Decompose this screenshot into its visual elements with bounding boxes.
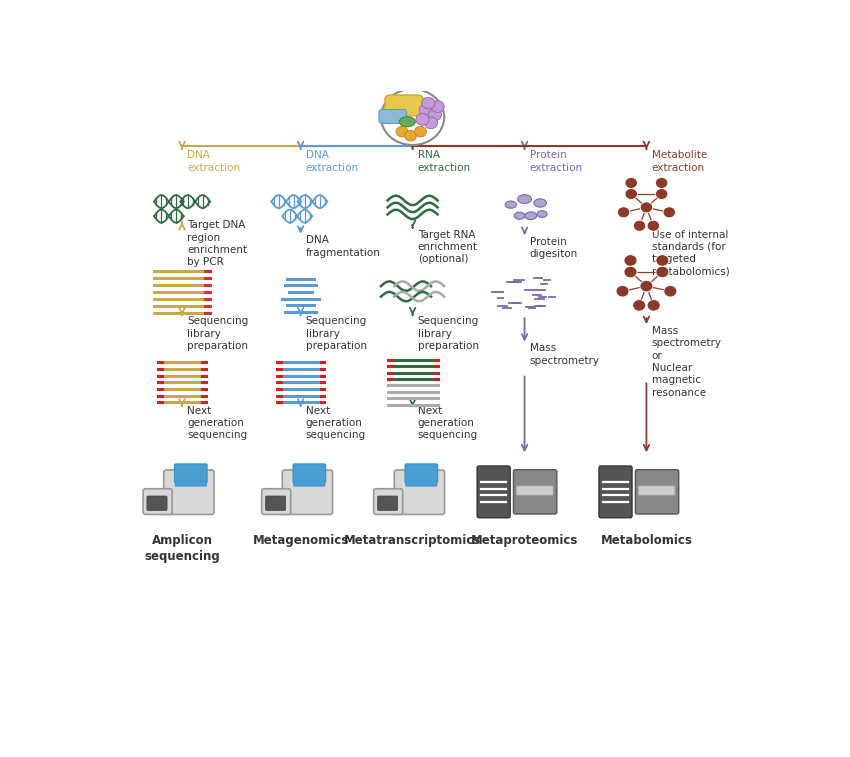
FancyBboxPatch shape xyxy=(282,470,332,515)
Text: Target RNA
enrichment
(optional): Target RNA enrichment (optional) xyxy=(418,229,478,264)
Ellipse shape xyxy=(505,201,517,208)
Circle shape xyxy=(640,202,653,213)
FancyBboxPatch shape xyxy=(265,496,286,510)
Text: Next
generation
sequencing: Next generation sequencing xyxy=(187,406,247,441)
Text: Mass
spectrometry: Mass spectrometry xyxy=(530,343,600,366)
Circle shape xyxy=(405,130,416,141)
FancyBboxPatch shape xyxy=(374,489,403,515)
Text: Use of internal
standards (for
targeted
metabolomics): Use of internal standards (for targeted … xyxy=(652,229,729,277)
Circle shape xyxy=(416,114,429,125)
FancyBboxPatch shape xyxy=(143,489,172,515)
Text: RNA
extraction: RNA extraction xyxy=(418,151,471,173)
Ellipse shape xyxy=(524,212,536,220)
FancyBboxPatch shape xyxy=(513,470,557,514)
FancyBboxPatch shape xyxy=(175,481,207,486)
Text: Metatranscriptomics: Metatranscriptomics xyxy=(344,534,481,547)
FancyBboxPatch shape xyxy=(405,481,437,486)
Circle shape xyxy=(647,220,660,232)
Text: Sequencing
library
preparation: Sequencing library preparation xyxy=(187,316,248,351)
FancyBboxPatch shape xyxy=(477,466,510,518)
Circle shape xyxy=(656,266,669,278)
Ellipse shape xyxy=(534,199,547,207)
Circle shape xyxy=(656,254,669,266)
Ellipse shape xyxy=(537,210,547,217)
Circle shape xyxy=(655,177,668,188)
FancyBboxPatch shape xyxy=(147,496,167,510)
Text: Metaproteomics: Metaproteomics xyxy=(471,534,578,547)
Text: Next
generation
sequencing: Next generation sequencing xyxy=(306,406,366,441)
FancyBboxPatch shape xyxy=(394,470,445,515)
Text: Mass
spectrometry
or
Nuclear
magnetic
resonance: Mass spectrometry or Nuclear magnetic re… xyxy=(652,326,722,397)
Text: DNA
extraction: DNA extraction xyxy=(187,151,241,173)
Circle shape xyxy=(419,104,433,116)
Circle shape xyxy=(655,188,668,199)
FancyBboxPatch shape xyxy=(517,486,553,495)
Circle shape xyxy=(617,207,630,218)
Text: Protein
digesiton: Protein digesiton xyxy=(530,236,578,259)
Text: DNA
extraction: DNA extraction xyxy=(306,151,359,173)
Text: Metagenomics: Metagenomics xyxy=(252,534,348,547)
Circle shape xyxy=(422,97,435,109)
Circle shape xyxy=(633,220,646,232)
Text: Amplicon
sequencing: Amplicon sequencing xyxy=(144,534,220,563)
FancyBboxPatch shape xyxy=(385,95,423,116)
Text: Sequencing
library
preparation: Sequencing library preparation xyxy=(306,316,367,351)
FancyBboxPatch shape xyxy=(379,110,406,123)
Circle shape xyxy=(415,126,427,137)
Circle shape xyxy=(640,280,653,292)
Circle shape xyxy=(431,101,445,112)
Circle shape xyxy=(624,266,637,278)
FancyBboxPatch shape xyxy=(164,470,214,515)
FancyBboxPatch shape xyxy=(293,481,325,486)
Text: Protein
extraction: Protein extraction xyxy=(530,151,583,173)
Circle shape xyxy=(647,300,660,311)
Ellipse shape xyxy=(400,117,415,126)
Circle shape xyxy=(625,188,638,199)
Circle shape xyxy=(625,177,638,188)
Circle shape xyxy=(624,254,637,266)
Circle shape xyxy=(428,109,441,120)
Text: Next
generation
sequencing: Next generation sequencing xyxy=(418,406,478,441)
FancyBboxPatch shape xyxy=(377,496,398,510)
Text: Target DNA
region
enrichment
by PCR: Target DNA region enrichment by PCR xyxy=(187,220,247,267)
Circle shape xyxy=(381,89,445,145)
FancyBboxPatch shape xyxy=(635,470,678,514)
FancyBboxPatch shape xyxy=(599,466,632,518)
FancyBboxPatch shape xyxy=(638,486,675,495)
Circle shape xyxy=(664,285,677,297)
Text: Sequencing
library
preparation: Sequencing library preparation xyxy=(418,316,479,351)
Text: Metabolite
extraction: Metabolite extraction xyxy=(652,151,707,173)
Text: DNA
fragmentation: DNA fragmentation xyxy=(306,235,381,258)
FancyBboxPatch shape xyxy=(293,464,326,483)
Circle shape xyxy=(616,285,629,297)
Circle shape xyxy=(396,126,408,137)
Ellipse shape xyxy=(514,212,524,220)
FancyBboxPatch shape xyxy=(174,464,207,483)
FancyBboxPatch shape xyxy=(262,489,291,515)
Ellipse shape xyxy=(518,195,531,204)
Circle shape xyxy=(424,117,438,129)
Text: Metabolomics: Metabolomics xyxy=(600,534,693,547)
FancyBboxPatch shape xyxy=(405,464,438,483)
Circle shape xyxy=(663,207,676,218)
Circle shape xyxy=(632,300,646,311)
